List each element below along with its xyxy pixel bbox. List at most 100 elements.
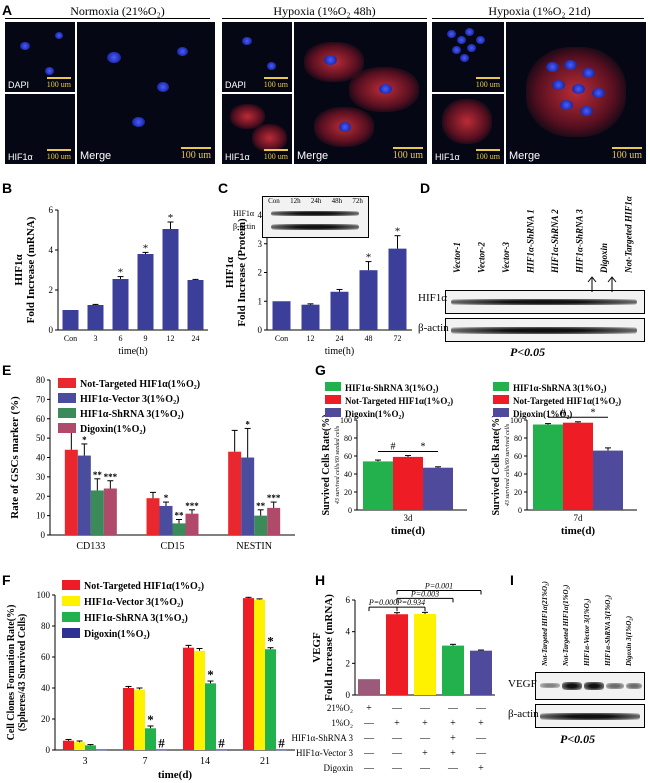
x-tick-label: 48: [365, 334, 373, 343]
inset-lane: 12h: [290, 197, 301, 205]
axis-label: Survived Cells Rate(%): [321, 414, 332, 515]
micrograph-hif-21d: HIF1α 100 um: [432, 94, 504, 164]
significance-mark: #: [218, 735, 225, 750]
hif-label: HIF1α: [8, 152, 33, 162]
y-tick-label: 30: [36, 472, 46, 482]
lane-label: HIF1α-ShRNA 3: [575, 209, 585, 274]
inset-lane: 48h: [331, 197, 343, 205]
hif-label: HIF1α: [225, 152, 250, 162]
y-tick-label: 0: [518, 506, 522, 515]
bar: [442, 645, 464, 695]
condition-sign: —: [475, 703, 487, 714]
bar: [87, 305, 104, 330]
chart-e-svg: 0 10 20 30 40 50 60 70 80 Rate of GSCs marker (%)…: [9, 375, 295, 552]
legend-label: Digoxin(1%O₂): [513, 409, 572, 419]
y-tick-label: 20: [344, 488, 352, 497]
y-tick-label: 60: [41, 652, 51, 662]
condition-sign: —: [391, 703, 403, 714]
y-tick-label: 100: [37, 590, 51, 600]
x-axis-title: time(h): [325, 346, 354, 357]
legend-label: Not-Targeted HIF1α(1%O₂): [84, 581, 204, 592]
bar: [363, 461, 393, 510]
y-tick-label: 70: [36, 394, 46, 404]
y-tick-label: 20: [514, 488, 522, 497]
condition-sign: —: [419, 733, 431, 744]
bar: [162, 229, 179, 330]
significance-mark: *: [143, 242, 149, 254]
legend-label: Not-Targeted HIF1α(1%O₂): [513, 396, 621, 406]
row-label-vegf: VEGF: [508, 678, 537, 690]
lane-label: Vector-2: [477, 242, 487, 273]
panel-d-label: D: [420, 180, 431, 196]
bar: [423, 467, 453, 510]
panel-a-label: A: [2, 2, 13, 18]
micrograph-hif-normoxia: HIF1α 100 um: [5, 94, 75, 164]
lane-label: Not-Targeted HIF1α: [624, 195, 634, 274]
micrograph-dapi-48h: DAPI 100 um: [222, 22, 292, 92]
bar: [77, 455, 91, 535]
x-axis-title: time(d): [158, 769, 193, 781]
chart-g-right-svg: 0 20 40 60 80 100 Survived Cells Rate(%) 43 sur…: [491, 382, 637, 537]
bar: [194, 650, 205, 750]
axis-label: Rate of GSCs marker (%): [9, 396, 21, 519]
condition-label: HIF1α-Vector 3: [296, 748, 353, 758]
bar: [90, 490, 104, 535]
y-tick-label: 4: [346, 627, 351, 637]
legend-label: HIF1α-ShRNA 3(1%O₂): [345, 383, 438, 393]
legend-label: Not-Targeted HIF1α(1%O₂): [80, 379, 200, 390]
legend-swatch: [58, 378, 76, 388]
x-tick-label: 6: [119, 334, 123, 343]
lane-label: Vector-1: [452, 242, 462, 273]
bar: [63, 740, 74, 750]
scale-bar: 100 um: [263, 77, 288, 89]
y-tick-label: 6: [49, 205, 54, 215]
p-value-label: P=0.001: [424, 582, 453, 591]
significance-mark: ***: [185, 501, 199, 511]
y-tick-label: 0: [346, 690, 351, 700]
condition-sign: +: [422, 718, 428, 729]
bar: [228, 451, 242, 535]
condition-sign: +: [450, 718, 456, 729]
merge-label: Merge: [80, 150, 112, 162]
lane-label-svg: Not-Targeted HIF1α(21%O₂) Not-Targeted HI…: [541, 581, 633, 667]
legend-label: HIF1α-ShRNA 3(1%O₂): [80, 409, 184, 420]
bar: [330, 291, 349, 330]
bar: [593, 450, 623, 510]
x-tick-label: 3: [94, 334, 98, 343]
arrow-icon: [587, 276, 597, 292]
lane-labels-d: Vector-1 Vector-2 Vector-3 HIF1α-ShRNA 1 HIF…: [445, 185, 645, 275]
x-tick-label: CD15: [161, 541, 185, 552]
x-tick-label: NESTIN: [236, 541, 272, 552]
bar: [563, 422, 593, 510]
condition-rule: [5, 18, 210, 19]
x-tick-label: 12: [167, 334, 175, 343]
bar: [243, 598, 254, 750]
legend-swatch: [58, 393, 76, 403]
y-tick-label: 6: [346, 595, 351, 605]
micrograph-dapi-normoxia: DAPI 100 um: [5, 22, 75, 92]
condition-sign: +: [394, 718, 400, 729]
bar: [159, 505, 173, 535]
condition-sign: —: [447, 763, 459, 774]
bar: [146, 498, 160, 535]
condition-sign: —: [363, 748, 375, 759]
x-tick-label: 9: [144, 334, 148, 343]
p-value-label: P=0.000: [368, 598, 397, 607]
bar: [358, 679, 380, 695]
dapi-label: DAPI: [8, 80, 30, 90]
legend-label: HIF1α-ShRNA 3(1%O₂): [84, 613, 188, 624]
condition-label: HIF1α-ShRNA 3: [292, 733, 354, 743]
bar: [254, 599, 265, 750]
row-label-actin-i: β-actin: [508, 708, 539, 720]
condition-hypoxia-48h: Hypoxia (1%O₂ 48h): [273, 4, 376, 18]
axis-label: (Spheres/43 Survived Cells): [17, 614, 28, 732]
condition-sign: —: [475, 748, 487, 759]
micrograph-merge-normoxia: Merge 100 um: [77, 22, 215, 164]
bar: [187, 280, 204, 330]
legend-swatch: [62, 596, 80, 606]
y-tick-label: 40: [514, 470, 522, 479]
panel-c-label: C: [218, 180, 229, 196]
panel-e-label: E: [2, 362, 12, 378]
scale-bar: 100 um: [180, 147, 211, 161]
blot-d-hif: [445, 290, 645, 314]
